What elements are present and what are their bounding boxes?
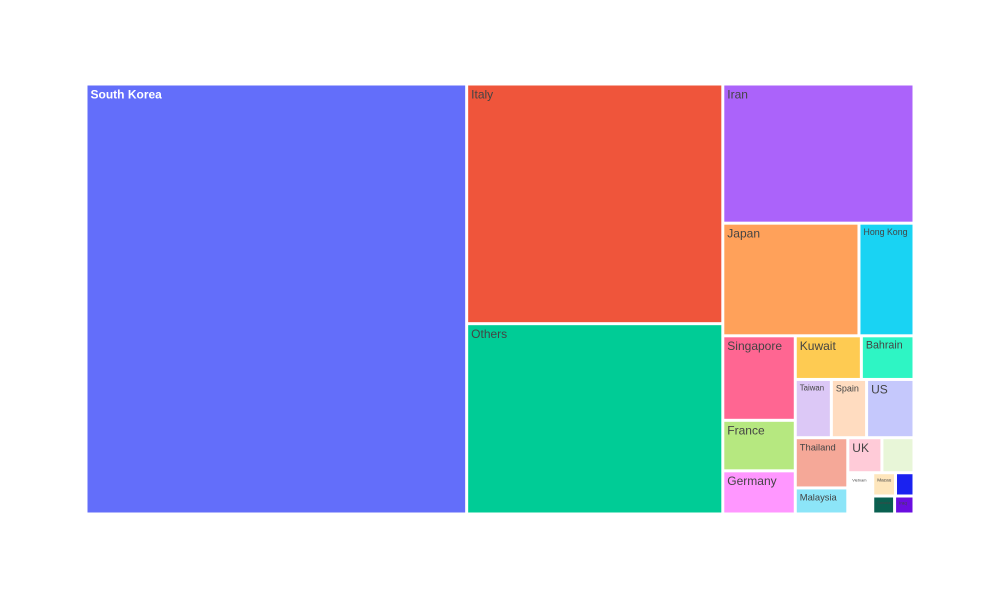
tile-label: Vietnam [852,477,866,482]
tile-label: Bahrain [866,340,903,352]
tile [849,439,881,472]
tile-label: Italy [471,87,493,101]
tile [468,325,722,513]
tile [874,474,895,495]
tile [796,380,830,437]
tile [868,380,913,437]
tile [724,224,858,335]
tile [860,224,913,335]
tile [468,85,722,323]
tile-label: Others [471,327,507,341]
tile-label: Canada [877,501,891,505]
tile-label: Malaysia [800,492,838,503]
tile-label: UK [852,441,869,455]
tile [796,489,847,513]
tile-label: Macau [877,477,891,482]
tile-label: Iraq [899,501,907,506]
tile [897,474,913,495]
tile-label: Taiwan [800,384,824,393]
tile [724,421,794,470]
tile-label: Kuwait [800,339,837,353]
tile [724,85,913,222]
tile [874,497,894,513]
tile-label: South Korea [91,87,163,101]
tile [896,497,913,513]
tile-label: France [727,424,765,438]
tile-label: Germany [727,474,776,488]
tile-label: Hong Kong [863,227,907,237]
tile [832,380,866,437]
tile [796,439,847,487]
tile-label: Iran [727,87,748,101]
tile [796,337,860,378]
tile [724,337,794,419]
tile-label: Singapore [727,339,782,353]
tile-label: Spain [836,383,859,393]
tile [862,337,913,378]
tile [87,85,466,513]
tile-label: Japan [727,226,760,240]
tile [883,439,913,472]
tile [724,472,794,513]
tile-label: Thailand [800,441,836,452]
tile [849,474,872,513]
tile-label: US [871,383,888,397]
